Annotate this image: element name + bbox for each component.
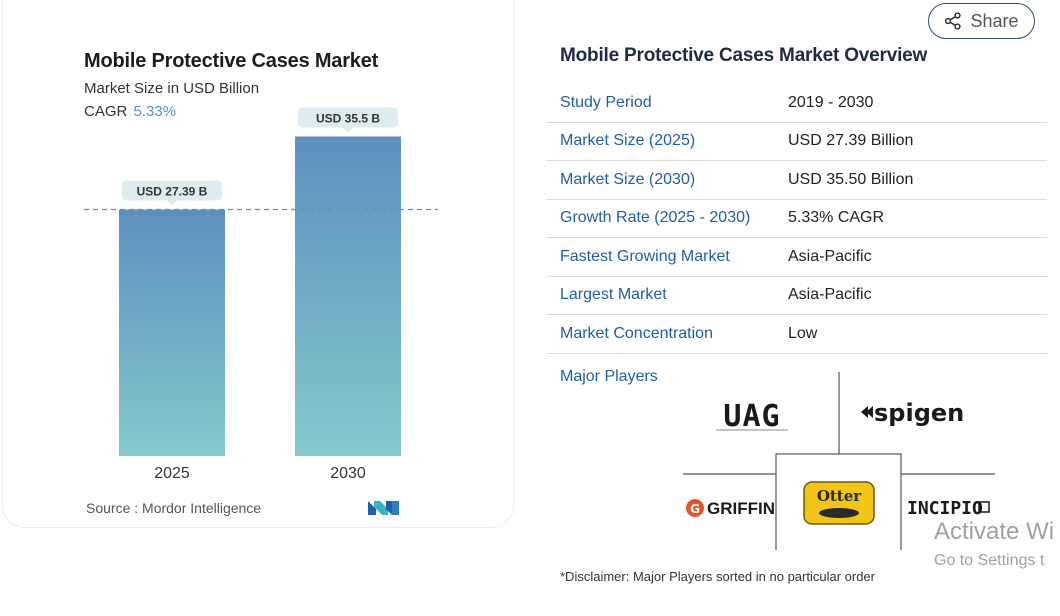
share-label: Share <box>970 10 1019 31</box>
overview-row: Market Concentration Low <box>547 315 1047 354</box>
overview-row: Growth Rate (2025 - 2030) 5.33% CAGR <box>547 200 1047 238</box>
cagr-row: CAGR 5.33% <box>84 103 176 120</box>
overview-row: Market Size (2030) USD 35.50 Billion <box>547 161 1047 200</box>
bar-chart: USD 27.39 B 2025 USD 35.5 B 2030 <box>84 107 438 482</box>
incipio-logo-icon: INCIPIO <box>907 498 990 519</box>
data-label-pointer <box>343 127 353 133</box>
bar-2025 <box>119 209 225 456</box>
source-note: Source : Mordor Intelligence <box>86 500 262 516</box>
activate-windows-watermark: Activate Wi <box>934 518 1055 545</box>
cagr-value: 5.33% <box>133 103 177 120</box>
svg-text:UAG: UAG <box>723 399 780 434</box>
overview-value: Asia-Pacific <box>788 247 872 265</box>
chart-card <box>2 0 514 528</box>
x-tick-label: 2030 <box>330 465 366 482</box>
overview-value: USD 27.39 Billion <box>788 132 914 150</box>
overview-key[interactable]: Growth Rate (2025 - 2030) <box>560 209 751 227</box>
overview-row: Market Size (2025) USD 27.39 Billion <box>547 123 1047 161</box>
overview-value: Low <box>788 324 818 342</box>
overview-row: Fastest Growing Market Asia-Pacific <box>547 238 1047 277</box>
svg-text:Otter: Otter <box>817 487 862 505</box>
overview-title: Mobile Protective Cases Market Overview <box>560 45 928 66</box>
data-label-bg <box>298 107 398 128</box>
svg-text:spigen: spigen <box>874 399 964 427</box>
griffin-logo-icon: G GRIFFIN <box>686 499 775 518</box>
overview-table: Study Period 2019 - 2030 Market Size (20… <box>547 84 1047 354</box>
mordor-logo-icon <box>368 501 399 515</box>
data-label: USD 27.39 B <box>137 184 208 198</box>
svg-text:G: G <box>690 502 700 516</box>
share-button[interactable]: Share <box>928 3 1035 39</box>
chart-title: Mobile Protective Cases Market <box>84 50 379 72</box>
overview-value: 5.33% CAGR <box>788 209 885 227</box>
cagr-label: CAGR <box>84 103 128 120</box>
overview-key[interactable]: Market Concentration <box>560 324 713 342</box>
chart-subtitle: Market Size in USD Billion <box>84 80 260 97</box>
activate-windows-subtext: Go to Settings t <box>934 552 1045 569</box>
overview-key[interactable]: Study Period <box>560 93 652 111</box>
data-label-pointer <box>167 200 177 206</box>
overview-value: 2019 - 2030 <box>788 93 874 111</box>
major-players-grid: UAG spigen G GRIFFIN Otter INCIPIO <box>683 372 995 550</box>
svg-text:GRIFFIN: GRIFFIN <box>707 499 775 518</box>
data-label: USD 35.5 B <box>316 112 380 126</box>
major-players-label[interactable]: Major Players <box>560 368 658 385</box>
overview-key[interactable]: Market Size (2025) <box>560 132 696 150</box>
bar-2030 <box>295 136 401 456</box>
x-tick-label: 2025 <box>154 465 190 482</box>
otterbox-logo-icon: Otter <box>803 481 875 525</box>
overview-row: Largest Market Asia-Pacific <box>547 277 1047 315</box>
overview-key[interactable]: Market Size (2030) <box>560 170 696 188</box>
uag-logo-icon: UAG <box>716 399 788 434</box>
svg-text:INCIPIO: INCIPIO <box>907 498 983 519</box>
data-label-bg <box>122 180 222 201</box>
overview-value: Asia-Pacific <box>788 286 872 304</box>
overview-key[interactable]: Largest Market <box>560 286 667 304</box>
share-icon <box>945 12 962 30</box>
overview-row: Study Period 2019 - 2030 <box>547 84 1047 123</box>
overview-value: USD 35.50 Billion <box>788 170 914 188</box>
spigen-logo-icon: spigen <box>861 399 964 427</box>
overview-key[interactable]: Fastest Growing Market <box>560 247 730 265</box>
disclaimer: *Disclaimer: Major Players sorted in no … <box>560 569 876 584</box>
